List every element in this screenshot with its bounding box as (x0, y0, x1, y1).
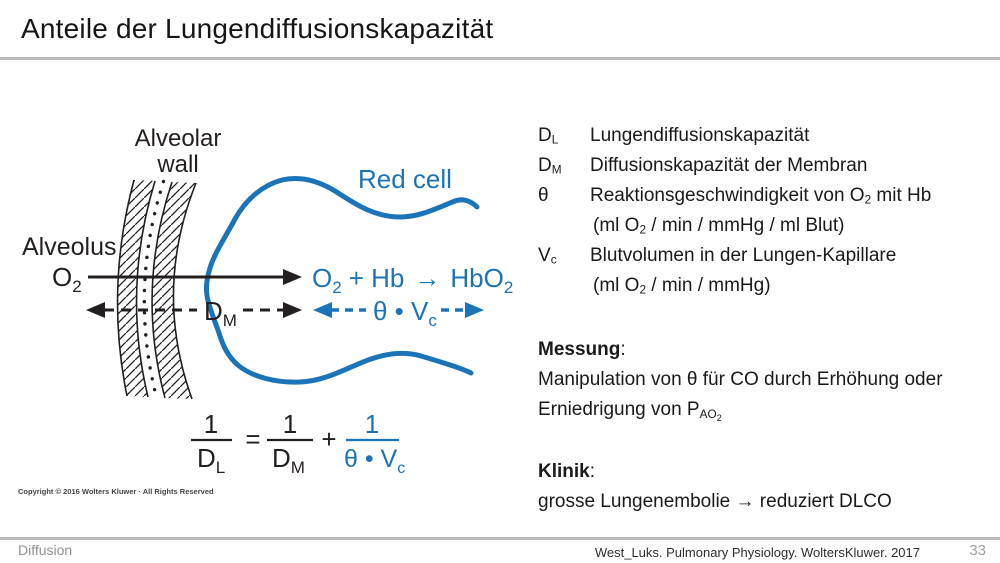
messung-line-2: Erniedrigung von PAO2 (538, 399, 722, 423)
definitions-column: DL Lungendiffusionskapazität DM Diffusio… (538, 121, 990, 517)
red-cell-outline (204, 175, 480, 385)
diffusion-capacity-equation: 1 DL = 1 DM + 1 θ • Vc (191, 409, 405, 477)
term-empty-1 (538, 211, 590, 241)
messung-section: Messung: Manipulation von θ für CO durch… (538, 335, 990, 425)
klinik-section: Klinik: grosse Lungenembolie → reduziert… (538, 457, 990, 517)
o2-diffusion-arrow (88, 269, 302, 285)
copyright-text: Copyright © 2016 Wolters Kluwer · All Ri… (18, 487, 214, 496)
definition-dm: Diffusionskapazität der Membran (590, 155, 868, 176)
vc-units: (ml O2 / min / mmHg) (593, 275, 771, 297)
term-dm: DM (538, 155, 562, 177)
footer-rule (0, 537, 1000, 540)
messung-line-1: Manipulation von θ für CO durch Erhöhung… (538, 369, 943, 390)
footer-page-number: 33 (969, 542, 986, 559)
eq-den-dm: DM (272, 443, 305, 477)
eq-num-2: 1 (283, 409, 297, 439)
eq-equals: = (245, 424, 260, 454)
eq-den-theta-vc: θ • Vc (344, 445, 405, 477)
title-rule (0, 57, 1000, 60)
term-dl: DL (538, 125, 559, 147)
lung-diffusion-diagram: Alveolar wall Alveolus O2 Red cell O2 + H… (18, 125, 513, 496)
dm-dashed-arrow: DM (86, 296, 302, 330)
eq-num-3: 1 (365, 409, 379, 439)
right-arrow-glyph: → (735, 491, 755, 512)
footer-section-label: Diffusion (18, 542, 73, 558)
definition-theta: Reaktionsgeschwindigkeit von O2 mit Hb (590, 185, 932, 207)
theta-vc-label: θ • Vc (373, 296, 437, 330)
footer-citation: West_Luks. Pulmonary Physiology. Wolters… (594, 545, 920, 560)
membrane-dots (142, 179, 166, 400)
definitions-table: DL Lungendiffusionskapazität DM Diffusio… (538, 121, 990, 301)
eq-plus: + (321, 424, 336, 454)
alveolar-wall-membrane (116, 179, 197, 400)
alveolus-label: Alveolus (22, 233, 117, 261)
term-theta: θ (538, 185, 549, 206)
alveolar-wall-label-line1: Alveolar (135, 125, 222, 152)
o2-label: O2 (52, 262, 82, 296)
red-cell-label: Red cell (358, 164, 452, 194)
reaction-equation: O2 + Hb → HbO2 (312, 263, 513, 297)
klinik-line: grosse Lungenembolie → reduziert DLCO (538, 491, 892, 512)
messung-heading: Messung: (538, 339, 626, 360)
definition-dl: Lungendiffusionskapazität (590, 125, 810, 146)
page-title: Anteile der Lungendiffusionskapazität (21, 13, 494, 44)
eq-den-dl: DL (197, 443, 225, 477)
theta-vc-dashed-arrow: θ • Vc (313, 296, 484, 330)
term-vc: Vc (538, 245, 557, 267)
eq-num-1: 1 (204, 409, 218, 439)
theta-units: (ml O2 / min / mmHg / ml Blut) (593, 215, 845, 237)
klinik-heading: Klinik: (538, 461, 596, 482)
definition-vc: Blutvolumen in der Lungen-Kapillare (590, 245, 897, 266)
dm-label: DM (204, 296, 237, 330)
term-empty-2 (538, 271, 590, 301)
alveolar-wall-label-line2: wall (156, 151, 198, 178)
